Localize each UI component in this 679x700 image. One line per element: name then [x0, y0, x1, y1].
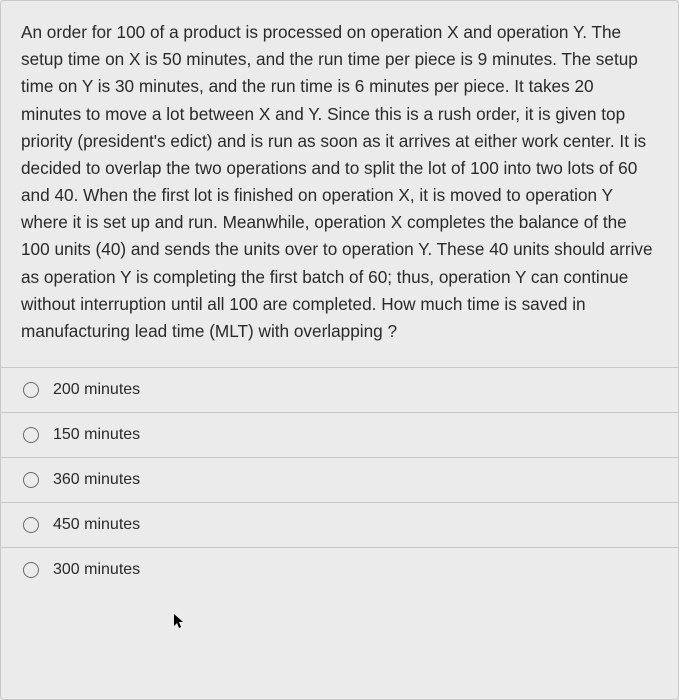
- question-text: An order for 100 of a product is process…: [1, 1, 678, 367]
- option-row[interactable]: 150 minutes: [1, 413, 678, 458]
- radio-icon[interactable]: [23, 382, 39, 398]
- option-row[interactable]: 450 minutes: [1, 503, 678, 548]
- options-list: 200 minutes 150 minutes 360 minutes 450 …: [1, 367, 678, 592]
- option-row[interactable]: 200 minutes: [1, 368, 678, 413]
- option-row[interactable]: 300 minutes: [1, 548, 678, 592]
- radio-icon[interactable]: [23, 562, 39, 578]
- radio-icon[interactable]: [23, 472, 39, 488]
- option-label: 150 minutes: [53, 426, 140, 444]
- question-card: An order for 100 of a product is process…: [0, 0, 679, 700]
- option-label: 200 minutes: [53, 381, 140, 399]
- radio-icon[interactable]: [23, 517, 39, 533]
- option-label: 450 minutes: [53, 516, 140, 534]
- radio-icon[interactable]: [23, 427, 39, 443]
- option-label: 360 minutes: [53, 471, 140, 489]
- option-label: 300 minutes: [53, 561, 140, 579]
- option-row[interactable]: 360 minutes: [1, 458, 678, 503]
